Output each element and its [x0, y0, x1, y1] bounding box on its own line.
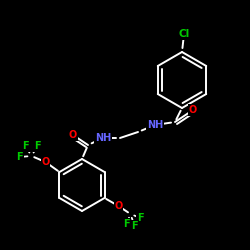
Text: O: O [114, 201, 123, 211]
Text: Cl: Cl [178, 29, 190, 39]
Text: F: F [137, 213, 144, 223]
Text: O: O [69, 130, 77, 140]
Text: F: F [16, 152, 23, 162]
Text: NH: NH [147, 120, 163, 130]
Text: O: O [41, 157, 50, 167]
Text: O: O [189, 105, 197, 115]
Text: F: F [34, 141, 41, 151]
Text: NH: NH [95, 133, 111, 143]
Text: F: F [123, 219, 130, 229]
Text: F: F [131, 221, 138, 231]
Text: F: F [22, 141, 29, 151]
